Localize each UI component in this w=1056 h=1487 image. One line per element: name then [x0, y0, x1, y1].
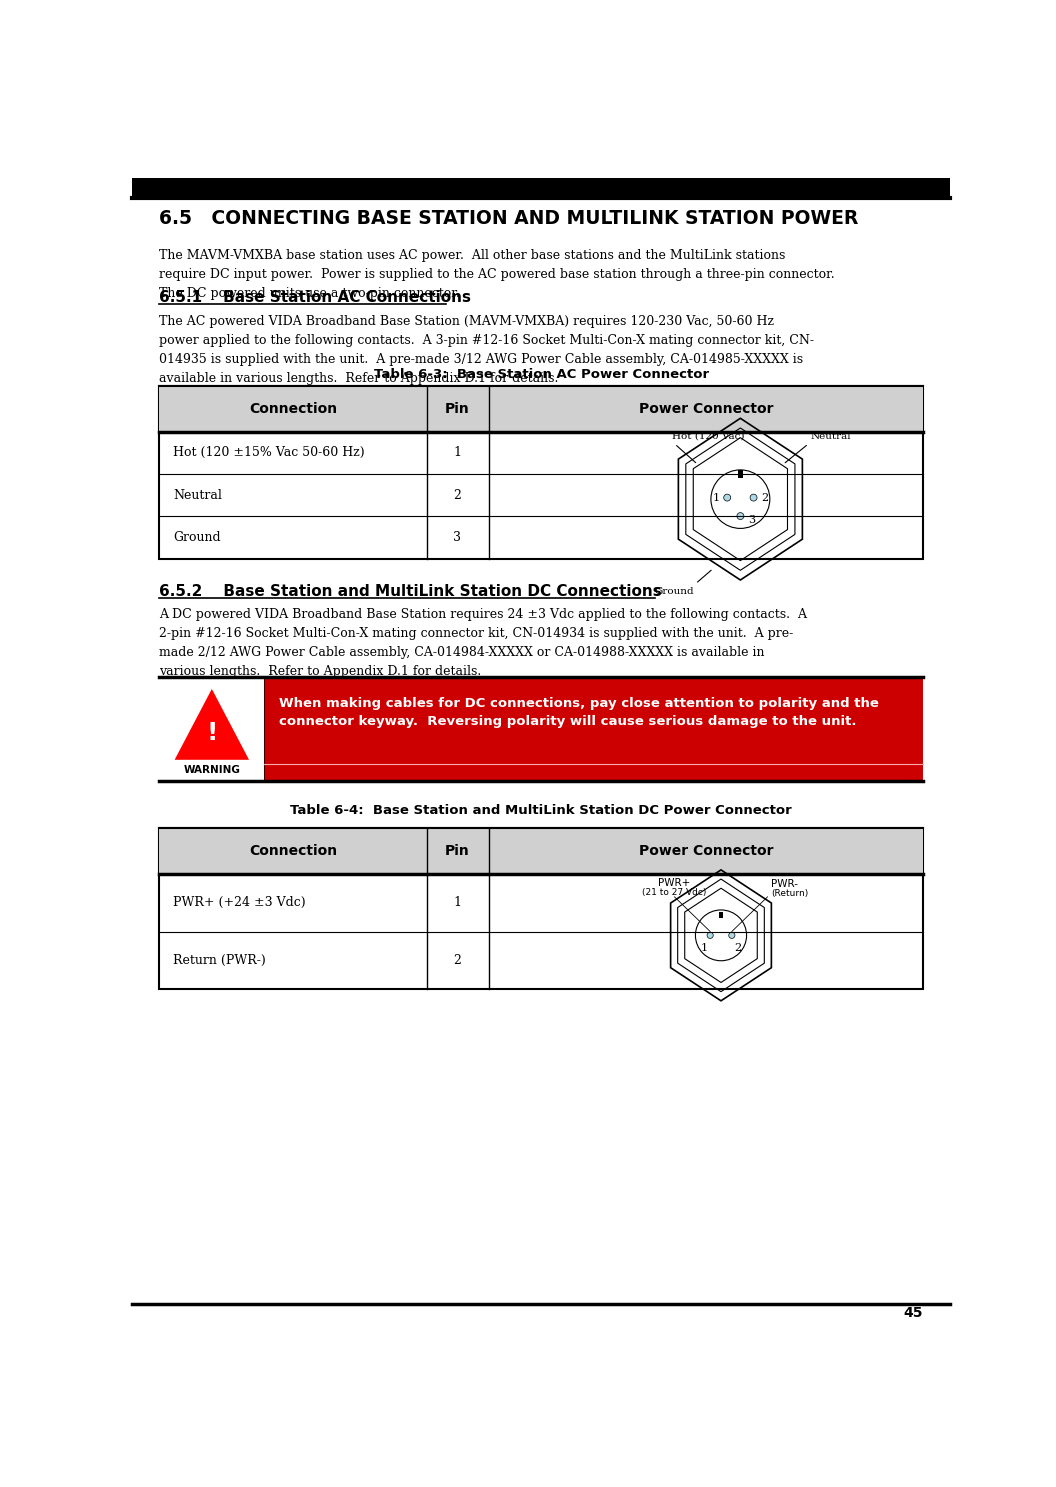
Text: 6.5   CONNECTING BASE STATION AND MULTILINK STATION POWER: 6.5 CONNECTING BASE STATION AND MULTILIN…: [159, 210, 859, 228]
Text: 1: 1: [453, 897, 461, 909]
Text: Connection: Connection: [249, 843, 337, 858]
Circle shape: [750, 494, 757, 501]
Bar: [132, 178, 950, 198]
Circle shape: [723, 494, 731, 501]
Circle shape: [696, 910, 747, 961]
Text: The MAVM-VMXBA base station uses AC power.  All other base stations and the Mult: The MAVM-VMXBA base station uses AC powe…: [159, 250, 834, 300]
Text: !: !: [206, 721, 218, 745]
Text: 6.5.1    Base Station AC Connections: 6.5.1 Base Station AC Connections: [159, 290, 471, 305]
Text: 2: 2: [454, 953, 461, 967]
Text: Power Connector: Power Connector: [639, 401, 773, 416]
Circle shape: [729, 932, 735, 938]
Bar: [159, 828, 923, 874]
Bar: [159, 828, 923, 989]
Text: Neutral: Neutral: [810, 431, 851, 440]
Bar: [264, 678, 923, 781]
Text: Hot (120 ±15% Vac 50-60 Hz): Hot (120 ±15% Vac 50-60 Hz): [173, 446, 364, 459]
Bar: [719, 912, 723, 919]
Text: Pin: Pin: [446, 843, 470, 858]
Bar: [738, 470, 743, 477]
Text: Pin: Pin: [446, 401, 470, 416]
Text: Table 6-4:  Base Station and MultiLink Station DC Power Connector: Table 6-4: Base Station and MultiLink St…: [290, 804, 792, 818]
Text: PWR+ (+24 ±3 Vdc): PWR+ (+24 ±3 Vdc): [173, 897, 305, 909]
Text: Return (PWR-): Return (PWR-): [173, 953, 266, 967]
Text: Ground: Ground: [655, 587, 694, 596]
Text: 3: 3: [453, 531, 461, 544]
Text: Connection: Connection: [249, 401, 337, 416]
Text: 1: 1: [700, 943, 708, 953]
Text: 1: 1: [453, 446, 461, 459]
Text: Table 6-3:  Base Station AC Power Connector: Table 6-3: Base Station AC Power Connect…: [374, 369, 709, 381]
Text: 1: 1: [713, 492, 719, 503]
Text: Ground: Ground: [173, 531, 221, 544]
Circle shape: [708, 932, 713, 938]
Text: Neutral: Neutral: [173, 489, 222, 501]
Text: WARNING: WARNING: [184, 764, 241, 775]
Bar: [159, 385, 923, 559]
Text: 3: 3: [748, 515, 755, 525]
Polygon shape: [174, 688, 249, 760]
Text: 2: 2: [735, 943, 741, 953]
Text: 45: 45: [904, 1306, 923, 1319]
Text: (21 to 27 Vdc): (21 to 27 Vdc): [642, 888, 706, 897]
Text: 6.5.2    Base Station and MultiLink Station DC Connections: 6.5.2 Base Station and MultiLink Station…: [159, 584, 662, 599]
Circle shape: [711, 470, 770, 528]
Text: Hot (120 Vac): Hot (120 Vac): [673, 431, 744, 440]
Text: (Return): (Return): [771, 889, 809, 898]
Text: A DC powered VIDA Broadband Base Station requires 24 ±3 Vdc applied to the follo: A DC powered VIDA Broadband Base Station…: [159, 608, 807, 678]
Text: 2: 2: [454, 489, 461, 501]
Text: The AC powered VIDA Broadband Base Station (MAVM-VMXBA) requires 120-230 Vac, 50: The AC powered VIDA Broadband Base Stati…: [159, 315, 814, 385]
Text: PWR+: PWR+: [658, 877, 691, 888]
Text: Power Connector: Power Connector: [639, 843, 773, 858]
Text: MM-014720-001, Rev. A: MM-014720-001, Rev. A: [739, 181, 923, 196]
Bar: [159, 385, 923, 431]
Text: 2: 2: [761, 492, 769, 503]
Text: When making cables for DC connections, pay close attention to polarity and the
c: When making cables for DC connections, p…: [279, 696, 880, 727]
Text: PWR-: PWR-: [771, 879, 798, 889]
Circle shape: [737, 513, 743, 519]
